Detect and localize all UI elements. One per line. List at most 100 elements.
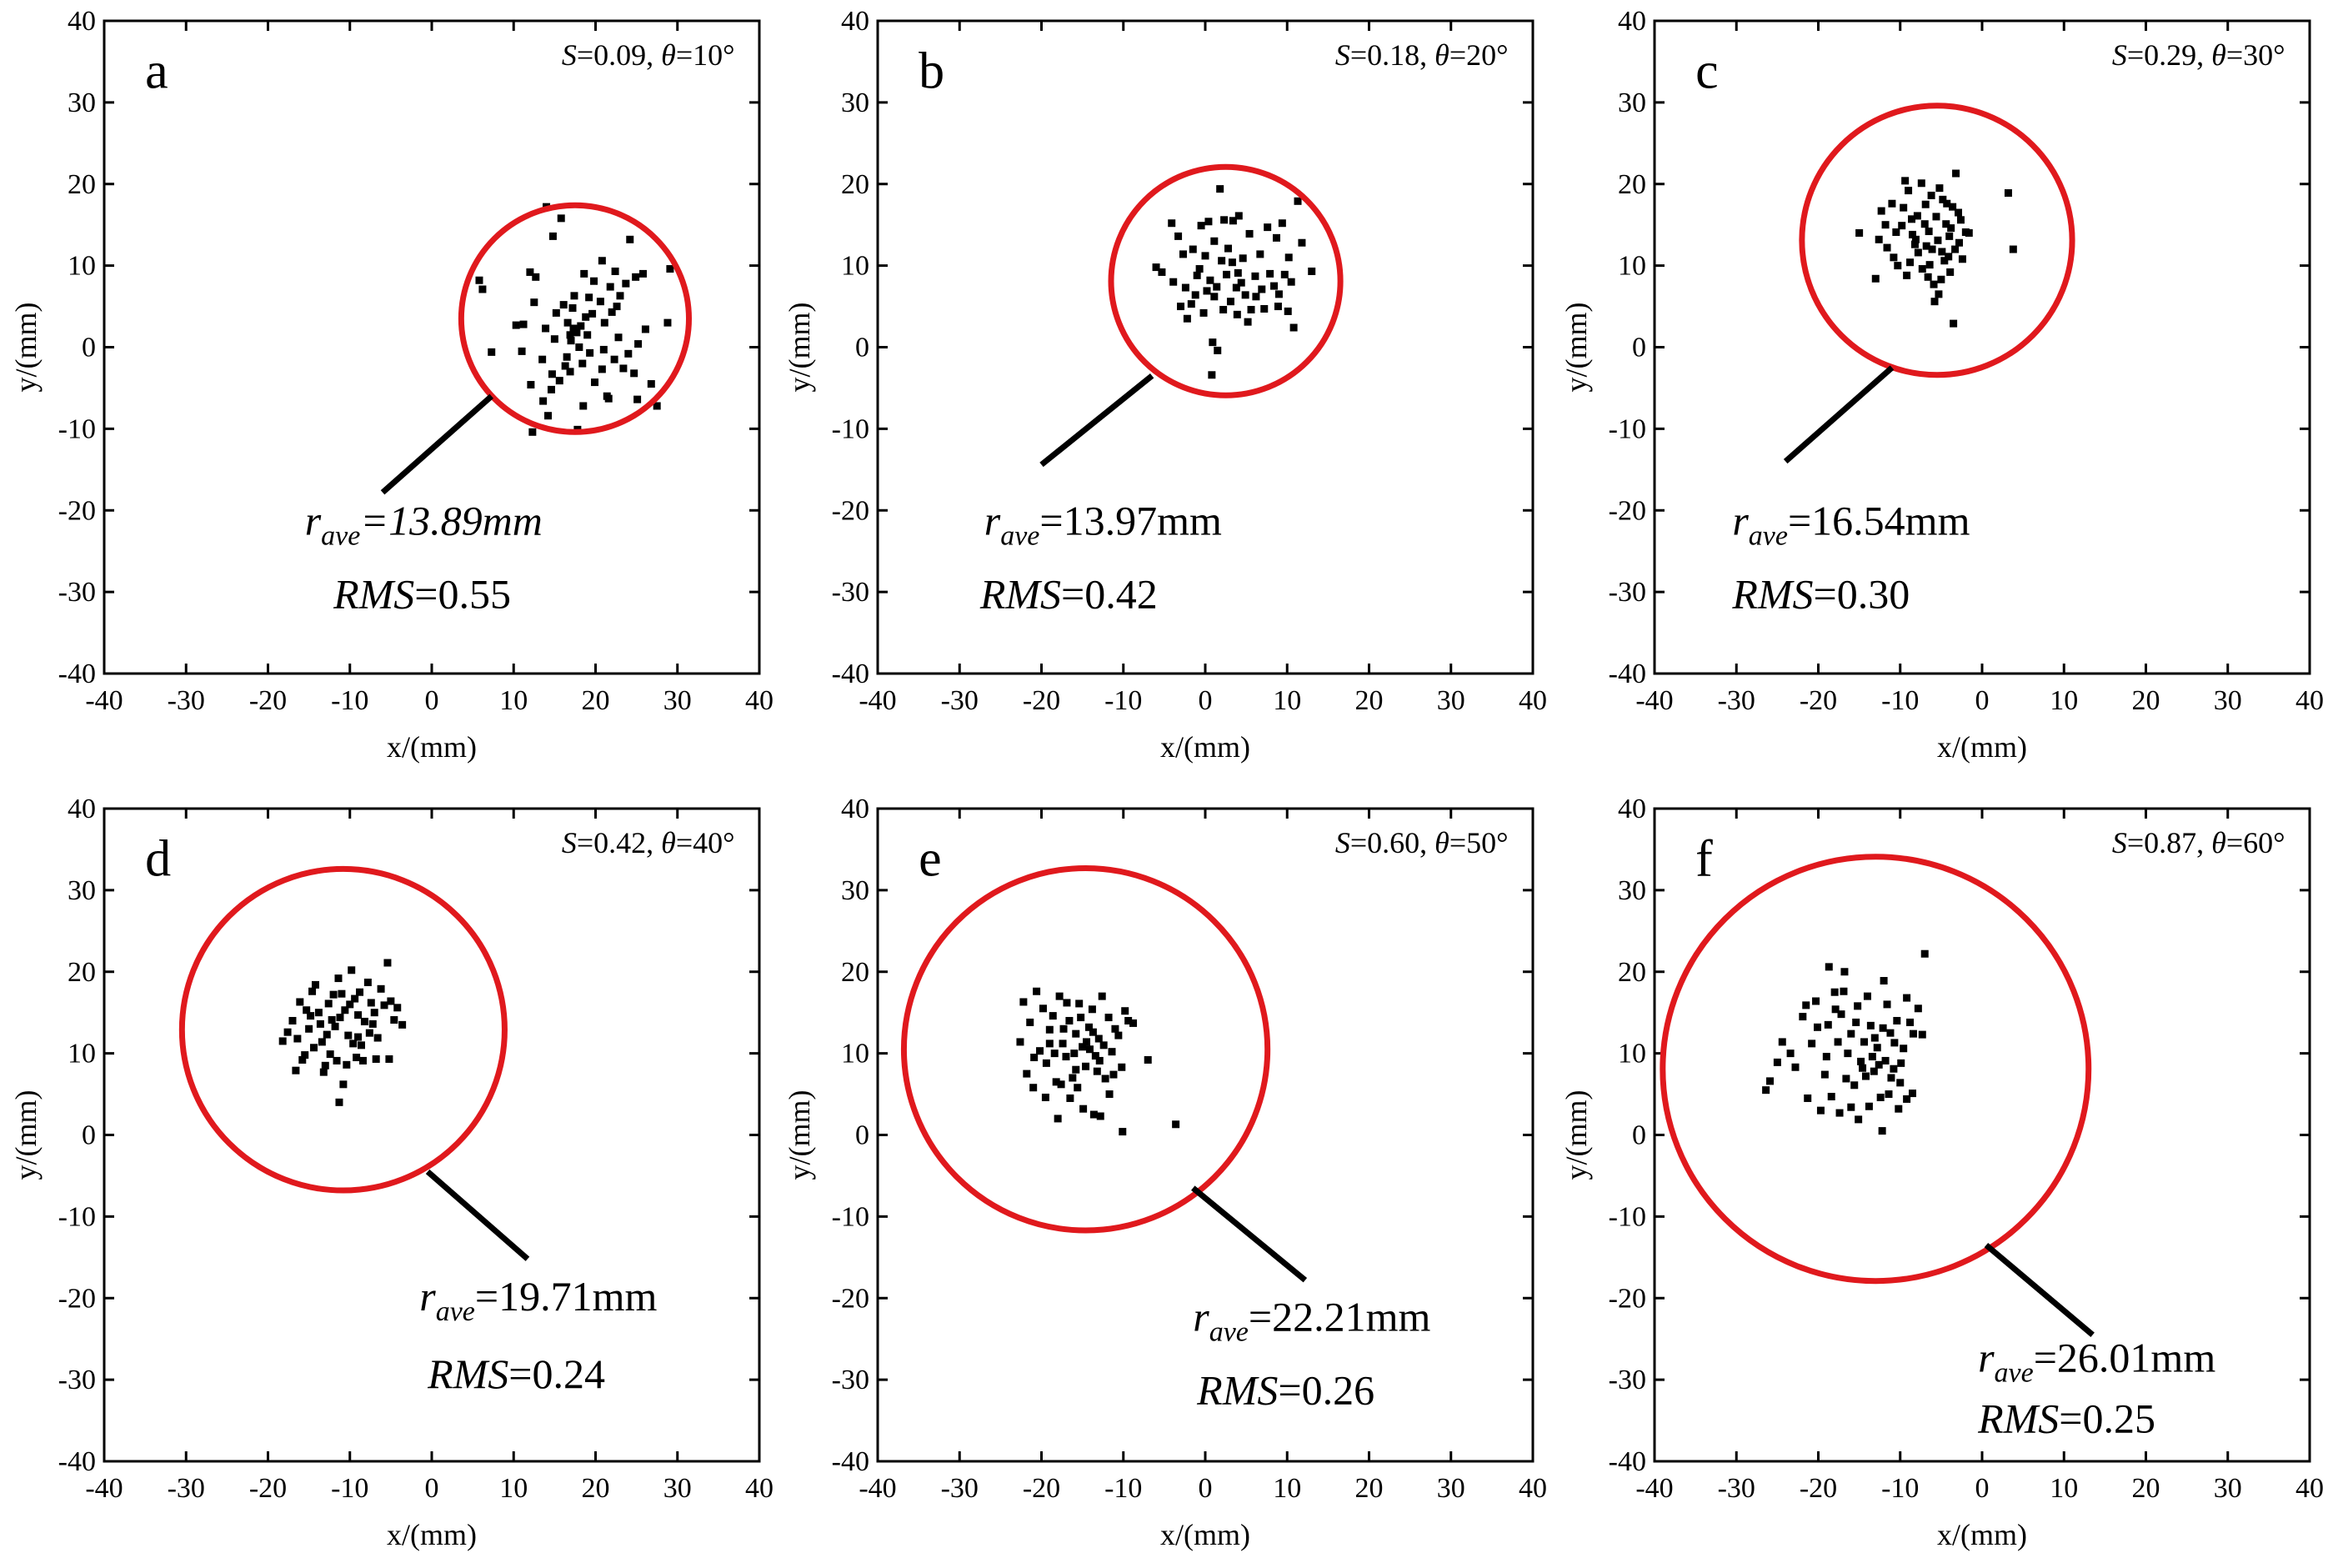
scatter-point	[1837, 1010, 1845, 1019]
y-tick-label: -30	[58, 1365, 96, 1395]
scatter-point	[1199, 308, 1208, 317]
scatter-point	[1822, 1053, 1830, 1061]
scatter-point	[307, 1012, 315, 1020]
y-tick-label: 10	[841, 1039, 869, 1070]
scatter-point	[1885, 1090, 1893, 1099]
scatter-point	[624, 349, 633, 358]
scatter-point	[580, 269, 588, 278]
parameter-text: S=0.60, θ=50°	[1335, 826, 1509, 859]
scatter-point	[1099, 1041, 1108, 1050]
scatter-point	[1887, 1074, 1895, 1082]
average-radius-circle	[1660, 854, 2092, 1285]
scatter-point	[1901, 177, 1910, 185]
x-tick-label: -20	[1023, 1473, 1060, 1504]
scatter-point	[1201, 252, 1209, 260]
r-ave-annotation: rave=13.97mm	[984, 498, 1222, 552]
y-tick-label: 0	[855, 1120, 869, 1151]
s-symbol: S	[1335, 38, 1350, 72]
scatter-point	[1802, 1001, 1810, 1009]
panel-a: -40 -30 -20 -10 0 10 20 30 40 -40 -30 -20 -10 0 10 20 30…	[9, 6, 773, 764]
scatter-point	[305, 1024, 313, 1033]
panel-label: c	[1695, 43, 1719, 99]
scatter-point	[1158, 268, 1166, 276]
scatter-point	[1057, 1080, 1065, 1089]
scatter-point	[1039, 1004, 1047, 1013]
scatter-point	[1172, 1120, 1180, 1129]
y-tick-label: -40	[58, 1446, 96, 1477]
rms-annotation: RMS=0.55	[333, 571, 511, 618]
scatter-point	[363, 978, 372, 986]
y-axis-label: y/(mm)	[9, 303, 43, 393]
scatter-point	[323, 1030, 331, 1039]
scatter-point	[1900, 1044, 1908, 1053]
x-tick-label: 40	[2295, 685, 2324, 716]
y-tick-label: -40	[58, 659, 96, 689]
scatter-point	[1093, 1067, 1101, 1075]
scatter-point	[547, 385, 555, 393]
scatter-point	[622, 279, 630, 288]
r-symbol: r	[419, 1273, 436, 1320]
scatter-point	[1179, 250, 1187, 258]
average-radius-circle	[1108, 163, 1344, 398]
scatter-point	[1229, 217, 1237, 225]
scatter-point	[1029, 1084, 1038, 1092]
y-tick-label: -30	[1609, 1365, 1646, 1395]
scatter-point	[598, 365, 606, 373]
scatter-point	[333, 1056, 341, 1065]
scatter-point	[1812, 997, 1820, 1005]
y-tick-label: 40	[1618, 794, 1646, 824]
scatter-point	[1937, 275, 1945, 283]
scatter-point	[1943, 199, 1951, 208]
y-tick-label: 40	[841, 794, 869, 824]
rms-symbol: RMS	[979, 571, 1061, 618]
scatter-point	[1942, 220, 1950, 228]
x-tick-label: -10	[1881, 685, 1919, 716]
y-tick-label: -20	[58, 495, 96, 526]
scatter-point	[292, 1066, 300, 1075]
scatter-point	[1232, 283, 1240, 292]
annotation-leader-line	[1783, 365, 1895, 464]
y-tick-label: -40	[1609, 1446, 1646, 1477]
scatter-point	[1857, 1057, 1865, 1065]
y-tick-label: -20	[832, 495, 869, 526]
rms-symbol: RMS	[1977, 1395, 2059, 1442]
average-radius-circle	[178, 865, 508, 1194]
scatter-point	[566, 368, 574, 376]
y-tick-label: 30	[68, 88, 96, 118]
y-tick-label: 0	[1632, 333, 1646, 363]
scatter-point	[1799, 1013, 1807, 1021]
scatter-point	[563, 353, 571, 361]
scatter-point	[326, 1050, 334, 1059]
scatter-point	[1855, 1115, 1863, 1124]
scatter-point	[1890, 253, 1898, 262]
x-axis-label: x/(mm)	[1937, 1518, 2027, 1551]
scatter-point	[1888, 199, 1896, 208]
s-value: =0.29,	[2127, 38, 2211, 72]
scatter-point	[518, 347, 526, 355]
scatter-point	[1287, 278, 1295, 286]
scatter-point	[2009, 245, 2017, 253]
scatter-point	[1183, 314, 1191, 323]
scatter-point	[1850, 1081, 1859, 1090]
x-tick-label: 40	[1519, 1473, 1547, 1504]
scatter-point	[608, 308, 616, 316]
scatter-point	[1256, 250, 1264, 258]
scatter-point	[1965, 228, 1973, 237]
scatter-point	[590, 277, 598, 285]
scatter-point	[1900, 203, 1908, 212]
scatter-point	[552, 308, 560, 317]
scatter-point	[1251, 272, 1259, 280]
scatter-point	[1816, 1106, 1825, 1115]
scatter-point	[1778, 1038, 1786, 1046]
scatter-point	[1247, 305, 1255, 313]
scatter-point	[1224, 244, 1233, 253]
scatter-point	[1101, 1075, 1109, 1083]
panel-f: -40 -30 -20 -10 0 10 20 30 40 -40 -30 -20 -10 0 10 20 30…	[1560, 794, 2324, 1551]
x-tick-label: -10	[331, 1473, 368, 1504]
y-tick-label: 40	[68, 794, 96, 824]
scatter-point	[619, 364, 628, 373]
x-tick-label: 10	[499, 1473, 528, 1504]
scatter-point	[1920, 949, 1929, 958]
scatter-point	[1089, 1028, 1097, 1036]
r-symbol: r	[1732, 498, 1749, 544]
